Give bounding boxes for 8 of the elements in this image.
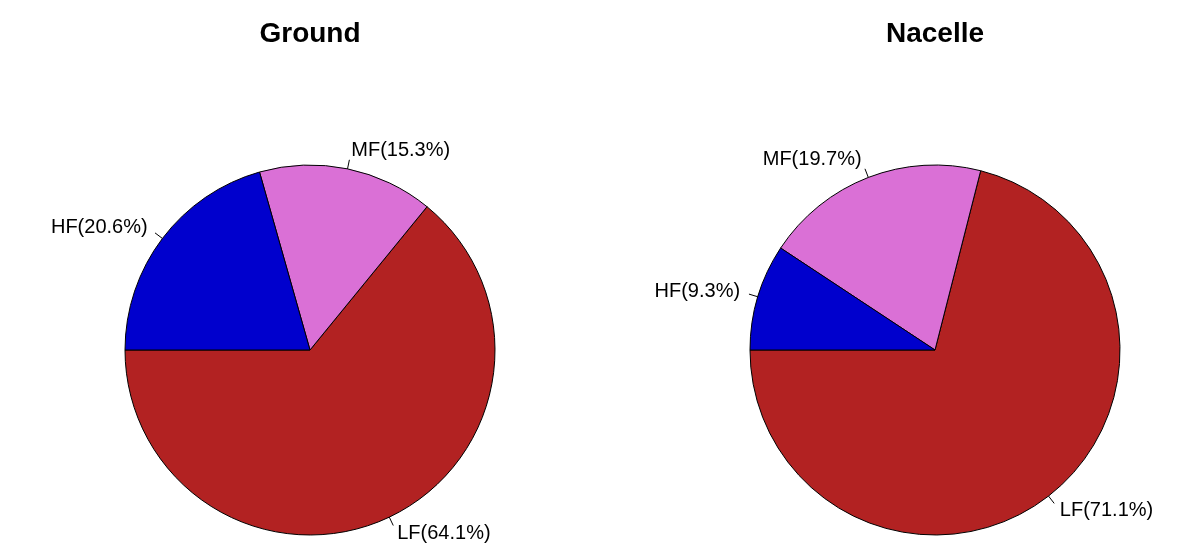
chart-title: Nacelle <box>885 17 985 48</box>
slice-label: HF(9.3%) <box>654 278 741 301</box>
slice-label: LF(71.1%) <box>1059 497 1154 520</box>
slice-label: LF(64.1%) <box>397 521 491 544</box>
slice-label: MF(15.3%) <box>351 138 451 161</box>
slice-label: HF(20.6%) <box>50 214 148 237</box>
chart-title: Ground <box>259 17 361 48</box>
slice-label: MF(19.7%) <box>762 147 862 170</box>
